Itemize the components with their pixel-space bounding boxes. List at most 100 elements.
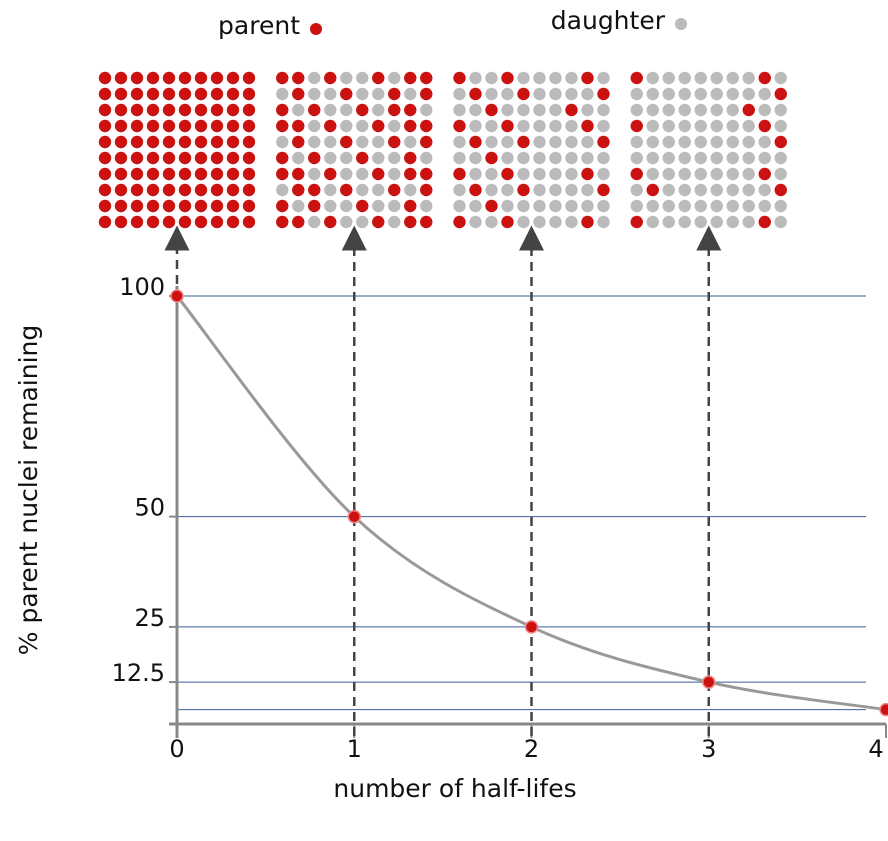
nucleus-dot <box>308 200 320 212</box>
nucleus-dot <box>549 120 561 132</box>
nucleus-dot <box>99 152 111 164</box>
nucleus-dot <box>759 88 771 100</box>
nucleus-dot <box>372 200 384 212</box>
nucleus-dot <box>99 88 111 100</box>
nucleus-dot <box>647 72 659 84</box>
nucleus-dot <box>211 88 223 100</box>
nucleus-dot <box>485 184 497 196</box>
nucleus-dot <box>179 88 191 100</box>
nucleus-dot <box>115 136 127 148</box>
nucleus-dot <box>276 104 288 116</box>
nucleus-dot <box>243 88 255 100</box>
nucleus-dot <box>356 168 368 180</box>
nucleus-dot <box>631 136 643 148</box>
nucleus-dot <box>565 168 577 180</box>
nucleus-dot <box>679 216 691 228</box>
nucleus-dot <box>469 104 481 116</box>
nucleus-dot <box>727 72 739 84</box>
nucleus-dot <box>404 168 416 180</box>
nucleus-dot <box>549 216 561 228</box>
nucleus-dot <box>420 88 432 100</box>
nucleus-dot <box>775 168 787 180</box>
nucleus-dot <box>276 152 288 164</box>
nucleus-dot <box>775 104 787 116</box>
nucleus-dot <box>663 152 675 164</box>
nucleus-dot <box>485 216 497 228</box>
nucleus-dot <box>308 104 320 116</box>
nucleus-dot <box>356 136 368 148</box>
nucleus-dot <box>276 88 288 100</box>
nucleus-dot <box>631 88 643 100</box>
nucleus-dot <box>388 200 400 212</box>
nucleus-dot <box>695 200 707 212</box>
nucleus-dot <box>517 104 529 116</box>
nucleus-dot <box>501 104 513 116</box>
nucleus-dot <box>695 88 707 100</box>
y-tick-label: 50 <box>134 494 165 522</box>
nucleus-dot <box>517 120 529 132</box>
nucleus-dot <box>695 168 707 180</box>
nucleus-dot <box>581 216 593 228</box>
nucleus-dot <box>581 184 593 196</box>
x-tick-label: 3 <box>701 735 716 763</box>
nucleus-dot <box>404 216 416 228</box>
nucleus-dot <box>227 88 239 100</box>
nucleus-dot <box>663 200 675 212</box>
nucleus-dot <box>453 120 465 132</box>
nucleus-dot <box>372 88 384 100</box>
nucleus-dot <box>597 184 609 196</box>
nucleus-dot <box>372 184 384 196</box>
nucleus-dot <box>243 200 255 212</box>
nucleus-dot <box>420 152 432 164</box>
nucleus-dot <box>485 88 497 100</box>
nucleus-dot <box>99 168 111 180</box>
nucleus-dot <box>163 72 175 84</box>
nucleus-dot <box>308 168 320 180</box>
nucleus-dot <box>179 216 191 228</box>
nucleus-dot <box>404 120 416 132</box>
nucleus-dot <box>663 120 675 132</box>
nucleus-dot <box>147 216 159 228</box>
nucleus-dot <box>647 88 659 100</box>
nucleus-dot <box>565 200 577 212</box>
nucleus-dot <box>549 72 561 84</box>
nucleus-dot <box>517 168 529 180</box>
nucleus-dot <box>99 120 111 132</box>
data-point <box>348 511 360 523</box>
nucleus-dot <box>711 216 723 228</box>
nucleus-dot <box>711 184 723 196</box>
nucleus-dot <box>453 136 465 148</box>
nucleus-dot <box>711 136 723 148</box>
nucleus-dot <box>631 120 643 132</box>
nucleus-dot <box>549 152 561 164</box>
nucleus-dot <box>727 184 739 196</box>
x-tick-label: 2 <box>524 735 539 763</box>
nucleus-dot <box>631 104 643 116</box>
nucleus-dot <box>147 136 159 148</box>
nucleus-dot <box>759 168 771 180</box>
nucleus-dot <box>485 168 497 180</box>
nucleus-dot <box>533 168 545 180</box>
nucleus-dot <box>163 184 175 196</box>
nucleus-dot <box>775 200 787 212</box>
nucleus-dot <box>727 104 739 116</box>
nucleus-dot <box>276 72 288 84</box>
nucleus-dot <box>372 136 384 148</box>
nucleus-dot <box>485 120 497 132</box>
nucleus-dot <box>597 120 609 132</box>
nucleus-dot <box>404 184 416 196</box>
nucleus-dot <box>485 104 497 116</box>
nucleus-dot <box>469 120 481 132</box>
nucleus-dot <box>743 72 755 84</box>
nucleus-dot <box>597 72 609 84</box>
nucleus-dot <box>243 152 255 164</box>
nucleus-dot <box>243 184 255 196</box>
nucleus-dot <box>727 88 739 100</box>
nucleus-dot <box>115 120 127 132</box>
nucleus-dot <box>388 216 400 228</box>
nucleus-dot <box>663 136 675 148</box>
nucleus-dot <box>647 200 659 212</box>
nucleus-dot <box>647 136 659 148</box>
nucleus-dot <box>597 168 609 180</box>
nucleus-dot <box>549 104 561 116</box>
